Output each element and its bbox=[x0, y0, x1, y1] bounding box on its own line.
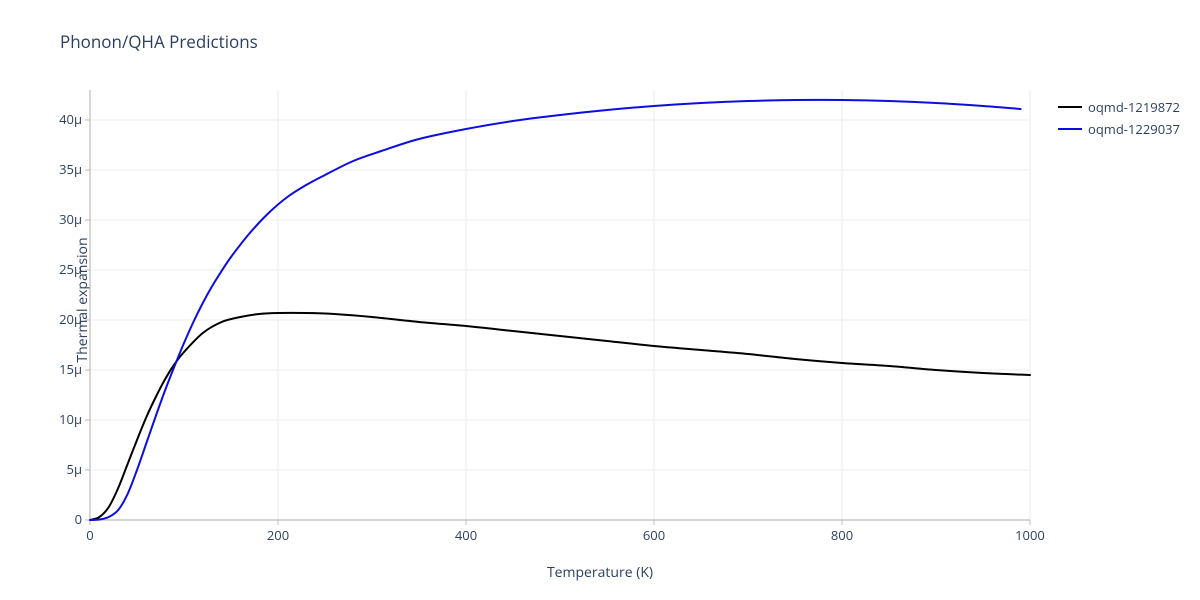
chart-plot: 0 200 400 600 800 1000 0 5μ 10μ 15μ 20μ 25μ 30μ 35μ 40… bbox=[0, 0, 1200, 600]
y-tick-label: 5μ bbox=[67, 460, 82, 478]
x-tick-label: 200 bbox=[267, 526, 289, 544]
y-tick-label: 20μ bbox=[59, 310, 82, 328]
legend-swatch bbox=[1058, 128, 1082, 130]
series-line-oqmd-1219872 bbox=[90, 313, 1030, 520]
x-tick-label: 800 bbox=[831, 526, 853, 544]
y-tick-label: 15μ bbox=[59, 360, 82, 378]
y-tick-label: 30μ bbox=[59, 210, 82, 228]
series-line-oqmd-1229037 bbox=[90, 100, 1021, 520]
x-tick-label: 400 bbox=[455, 526, 477, 544]
x-tick-label: 1000 bbox=[1015, 526, 1045, 544]
legend-item[interactable]: oqmd-1219872 bbox=[1058, 98, 1180, 116]
x-tick-label: 600 bbox=[643, 526, 665, 544]
legend: oqmd-1219872 oqmd-1229037 bbox=[1058, 98, 1180, 142]
y-tick-label: 10μ bbox=[59, 410, 82, 428]
y-tick-label: 25μ bbox=[59, 260, 82, 278]
legend-label: oqmd-1229037 bbox=[1088, 120, 1180, 138]
legend-item[interactable]: oqmd-1229037 bbox=[1058, 120, 1180, 138]
y-tick-label: 35μ bbox=[59, 160, 82, 178]
legend-swatch bbox=[1058, 106, 1082, 108]
y-tick-label: 40μ bbox=[59, 110, 82, 128]
x-tick-label: 0 bbox=[86, 526, 93, 544]
legend-label: oqmd-1219872 bbox=[1088, 98, 1180, 116]
y-tick-label: 0 bbox=[75, 510, 82, 528]
